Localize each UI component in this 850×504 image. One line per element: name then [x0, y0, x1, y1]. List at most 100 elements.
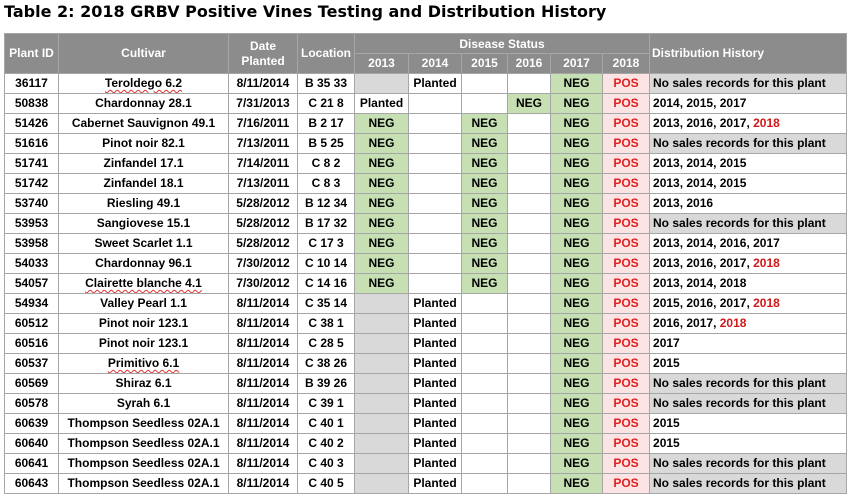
table-row: 53740 Riesling 49.1 5/28/2012 B 12 34 NEG NEG…: [4, 193, 848, 214]
location-cell: B 39 26: [297, 373, 355, 394]
date-planted-cell: 7/31/2013: [228, 93, 298, 114]
location-cell: B 12 34: [297, 193, 355, 214]
cultivar-name: Valley Pearl 1.1: [100, 296, 187, 310]
status-cell: [507, 233, 551, 254]
location-cell: B 35 33: [297, 73, 355, 94]
status-cell: Planted: [354, 93, 409, 114]
cultivar-name: Sangiovese 15.1: [96, 216, 191, 230]
location-cell: C 14 16: [297, 273, 355, 294]
status-cell: [408, 193, 462, 214]
status-cell: [461, 373, 508, 394]
cultivar-cell: Zinfandel 17.1: [58, 153, 229, 174]
plant-id-cell: 60512: [4, 313, 59, 334]
cultivar-name: Thompson Seedless 02A.1: [67, 476, 220, 490]
date-planted-cell: 8/11/2014: [228, 413, 298, 434]
status-cell: POS: [601, 453, 651, 474]
date-planted-cell: 5/28/2012: [228, 213, 298, 234]
table-row: 54057 Clairette blanche 4.1 7/30/2012 C 14 …: [4, 273, 848, 294]
cultivar-cell: Riesling 49.1: [58, 193, 229, 214]
date-planted-cell: 8/11/2014: [228, 293, 298, 314]
status-cell: NEG: [461, 253, 508, 274]
date-planted-cell: 7/30/2012: [228, 273, 298, 294]
header-date-line2: Planted: [241, 53, 285, 68]
status-cell: [408, 273, 462, 294]
distribution-cell: 2015: [649, 353, 848, 374]
table-row: 60516 Pinot noir 123.1 8/11/2014 C 28 5 Plan…: [4, 333, 848, 354]
status-cell: [507, 433, 551, 454]
distribution-text: 2013, 2014, 2015: [653, 176, 747, 190]
plant-id-cell: 60537: [4, 353, 59, 374]
status-cell: NEG: [550, 293, 603, 314]
location-cell: B 17 32: [297, 213, 355, 234]
cultivar-cell: Thompson Seedless 02A.1: [58, 453, 229, 474]
cultivar-name: Teroldego 6.2: [104, 76, 183, 90]
status-cell: [354, 73, 409, 94]
distribution-cell: 2017: [649, 333, 848, 354]
date-planted-cell: 8/11/2014: [228, 373, 298, 394]
cultivar-cell: Sangiovese 15.1: [58, 213, 229, 234]
status-cell: [507, 133, 551, 154]
status-cell: NEG: [550, 173, 603, 194]
location-cell: C 38 1: [297, 313, 355, 334]
location-cell: B 5 25: [297, 133, 355, 154]
header-year: 2017: [550, 53, 603, 74]
status-cell: POS: [601, 173, 651, 194]
location-cell: C 28 5: [297, 333, 355, 354]
distribution-cell: No sales records for this plant: [649, 453, 848, 474]
distribution-text: 2013, 2014, 2018: [653, 276, 747, 290]
cultivar-cell: Cabernet Sauvignon 49.1: [58, 113, 229, 134]
distribution-text: 2015: [653, 416, 680, 430]
date-planted-cell: 8/11/2014: [228, 393, 298, 414]
status-cell: Planted: [408, 313, 462, 334]
status-cell: POS: [601, 473, 651, 494]
status-cell: NEG: [550, 73, 603, 94]
status-cell: [507, 353, 551, 374]
distribution-text: No sales records for this plant: [653, 376, 826, 390]
status-cell: [354, 353, 409, 374]
status-cell: POS: [601, 93, 651, 114]
date-planted-cell: 7/30/2012: [228, 253, 298, 274]
date-planted-cell: 8/11/2014: [228, 473, 298, 494]
status-cell: Planted: [408, 73, 462, 94]
status-cell: [461, 473, 508, 494]
status-cell: NEG: [354, 193, 409, 214]
distribution-text: 2013, 2014, 2016, 2017: [653, 236, 780, 250]
table-row: 60512 Pinot noir 123.1 8/11/2014 C 38 1 Plan…: [4, 313, 848, 334]
status-cell: [507, 273, 551, 294]
status-cell: POS: [601, 153, 651, 174]
table-row: 50838 Chardonnay 28.1 7/31/2013 C 21 8 Plant…: [4, 93, 848, 114]
header-year: 2014: [408, 53, 462, 74]
status-cell: NEG: [461, 153, 508, 174]
cultivar-cell: Clairette blanche 4.1: [58, 273, 229, 294]
status-cell: [507, 313, 551, 334]
cultivar-cell: Chardonnay 28.1: [58, 93, 229, 114]
status-cell: POS: [601, 373, 651, 394]
status-cell: NEG: [461, 273, 508, 294]
distribution-text: 2013, 2016, 2017,: [653, 116, 754, 130]
distribution-text: No sales records for this plant: [653, 216, 826, 230]
plant-id-cell: 53740: [4, 193, 59, 214]
cultivar-cell: Shiraz 6.1: [58, 373, 229, 394]
distribution-cell: 2013, 2014, 2015: [649, 173, 848, 194]
status-cell: POS: [601, 133, 651, 154]
status-cell: NEG: [550, 233, 603, 254]
cultivar-name: Zinfandel 17.1: [103, 156, 184, 170]
table-row: 60641 Thompson Seedless 02A.1 8/11/2014 C 4…: [4, 453, 848, 474]
location-cell: C 38 26: [297, 353, 355, 374]
distribution-cell: No sales records for this plant: [649, 473, 848, 494]
distribution-text: 2015: [653, 356, 680, 370]
status-cell: [354, 373, 409, 394]
distribution-cell: 2015: [649, 413, 848, 434]
date-planted-cell: 7/13/2011: [228, 173, 298, 194]
status-cell: [408, 213, 462, 234]
plant-id-cell: 54934: [4, 293, 59, 314]
status-cell: NEG: [550, 313, 603, 334]
location-cell: C 39 1: [297, 393, 355, 414]
status-cell: NEG: [354, 173, 409, 194]
status-cell: [507, 373, 551, 394]
cultivar-cell: Teroldego 6.2: [58, 73, 229, 94]
plant-id-cell: 60516: [4, 333, 59, 354]
location-cell: C 17 3: [297, 233, 355, 254]
status-cell: POS: [601, 293, 651, 314]
status-cell: [354, 293, 409, 314]
